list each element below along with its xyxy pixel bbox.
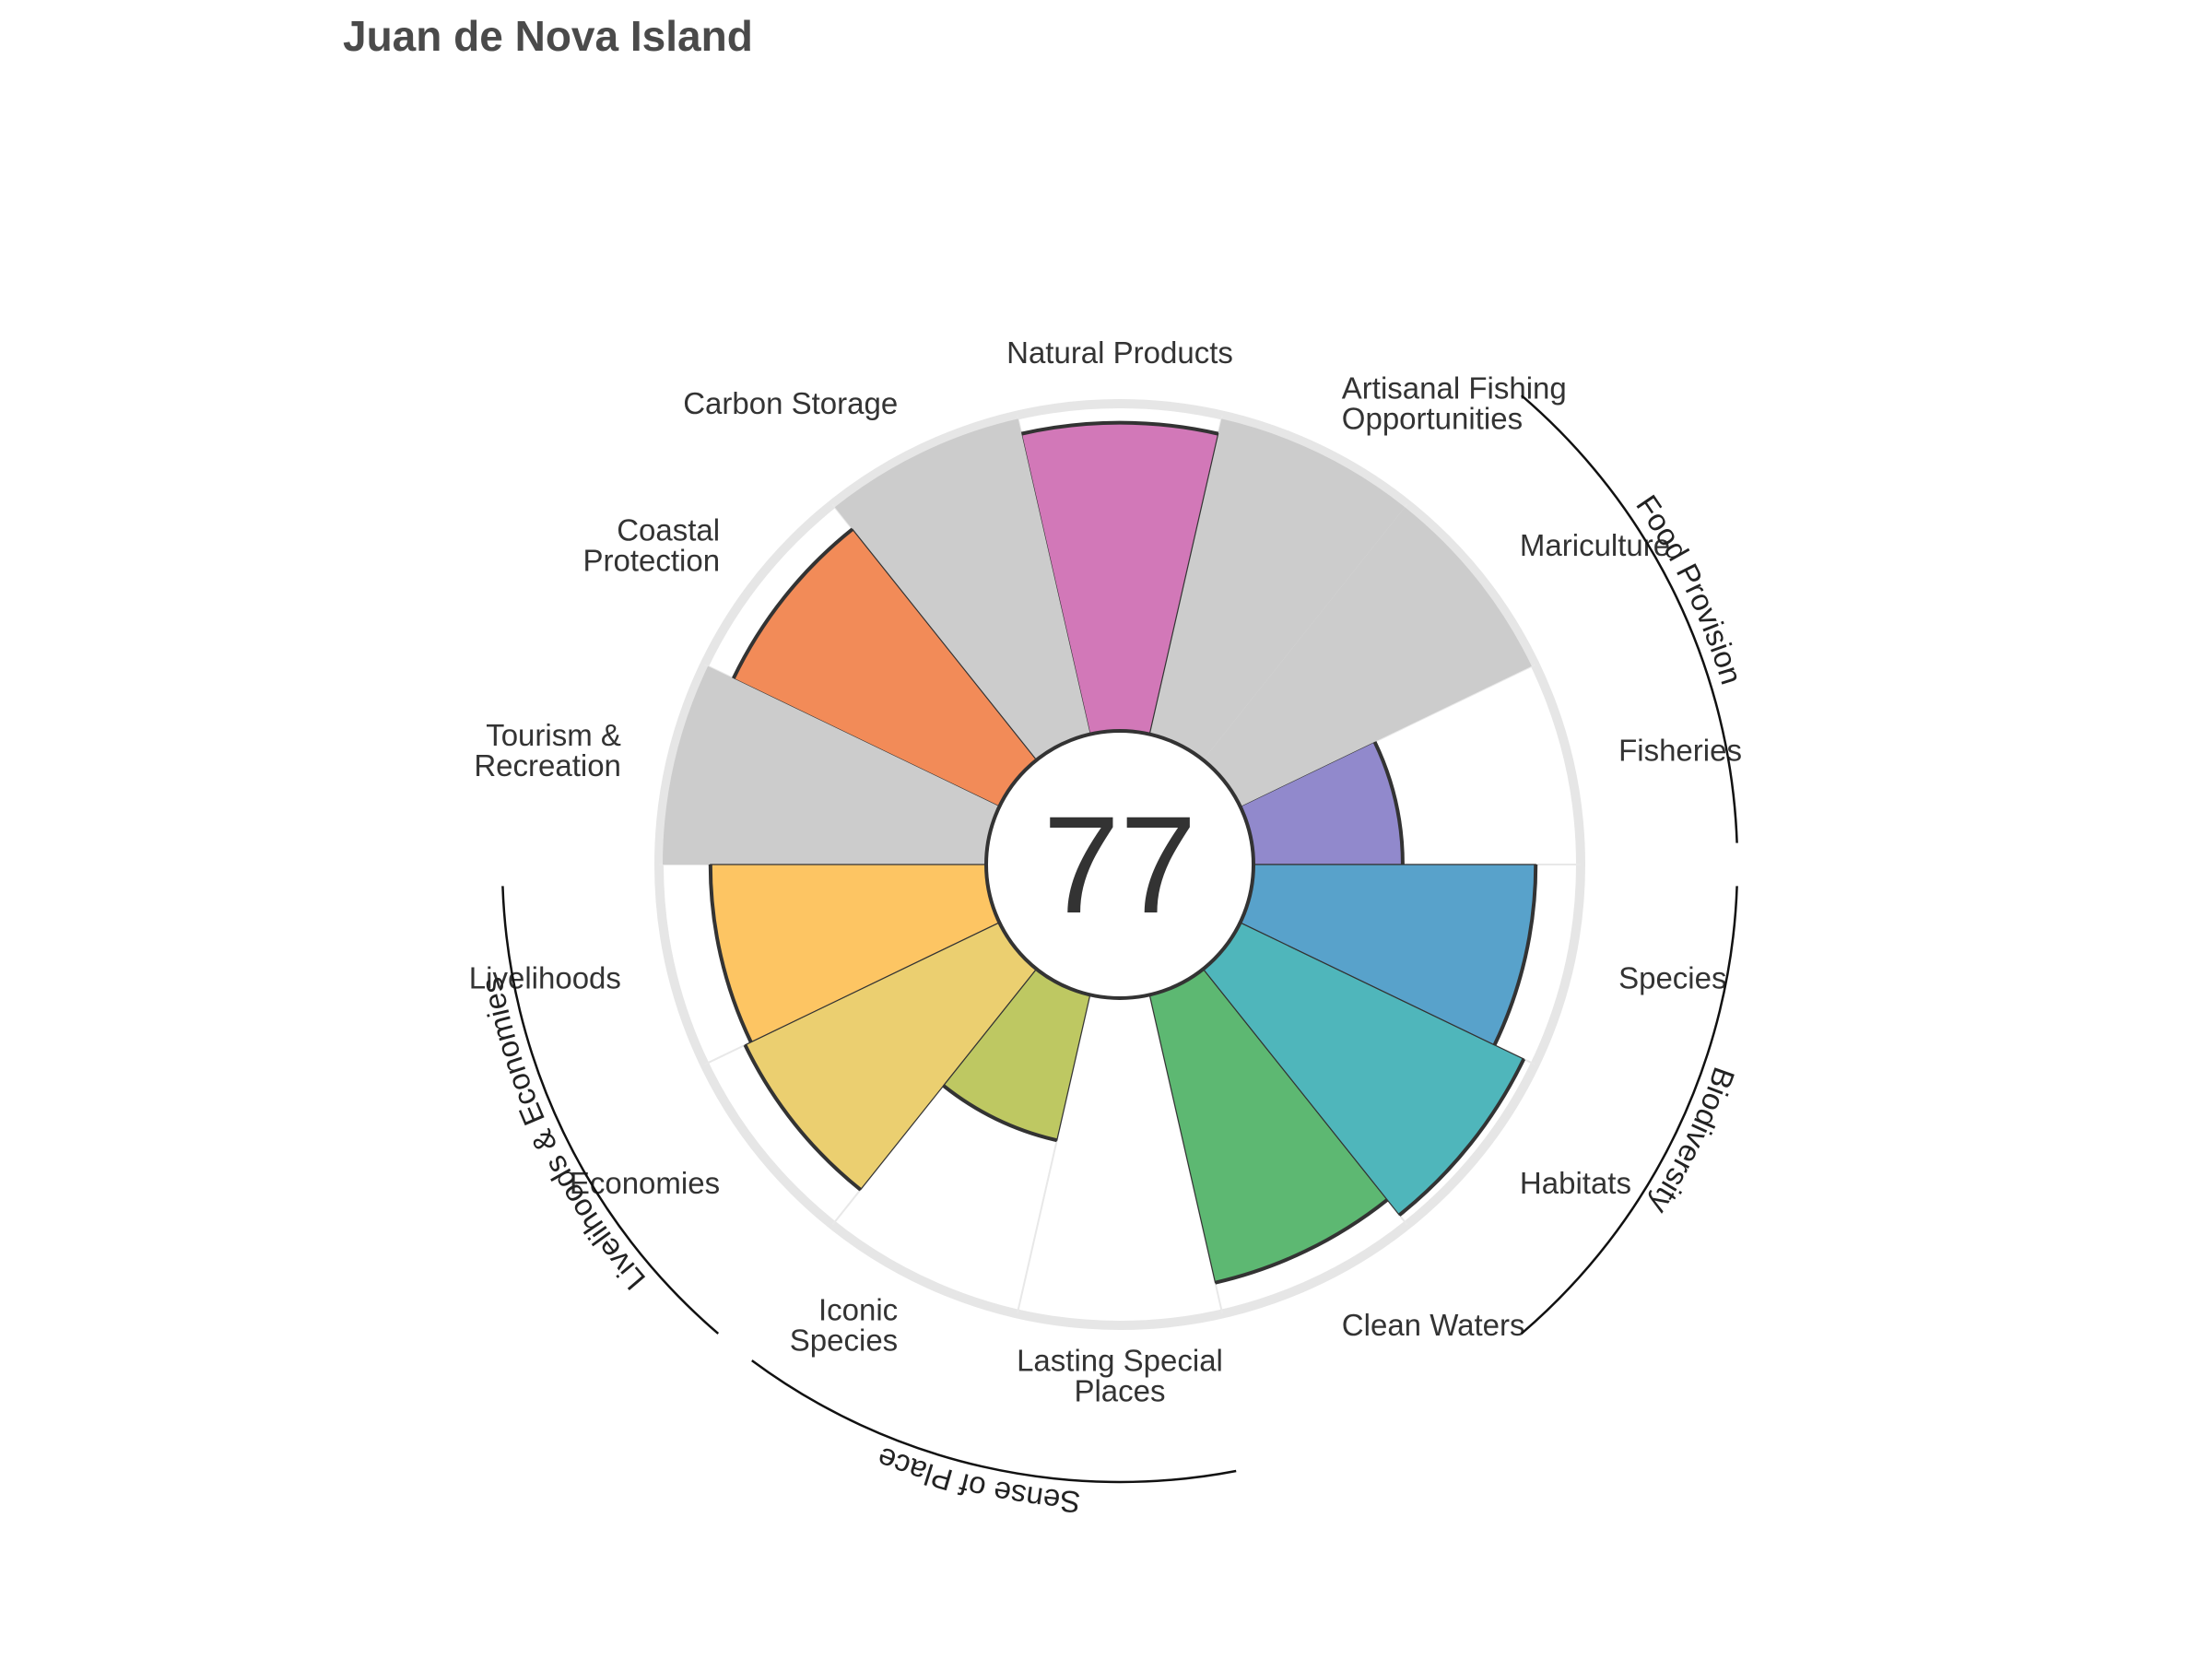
label-clean-waters: Clean Waters (1342, 1308, 1525, 1342)
label-line: Livelihoods (469, 960, 621, 994)
petal-edge-natural-products (1020, 420, 1219, 436)
label-livelihoods: Livelihoods (469, 960, 621, 994)
group-label-text: Food Provision (1630, 488, 1749, 688)
group-label-path (664, 1297, 1344, 1493)
label-line: Artisanal Fishing (1342, 371, 1567, 405)
group-label-food-provision: Food Provision (1630, 488, 1749, 688)
petal-edge-clean-waters (1215, 1198, 1389, 1285)
group-label-sense-of-place: Sense of Place (872, 1441, 1081, 1520)
label-line: Coastal (617, 512, 720, 547)
petal-mariculture (1203, 507, 1532, 807)
label-natural-products: Natural Products (1006, 335, 1233, 370)
label-line: Protection (582, 543, 720, 577)
chart-title: Juan de Nova Island (343, 12, 753, 60)
group-arc-food-provision (1520, 394, 1738, 843)
group-label-text: Biodiversity (1642, 1063, 1742, 1219)
label-fisheries: Fisheries (1618, 734, 1742, 768)
petal-tourism-and-recreation (663, 665, 1000, 865)
petal-edge-economies (743, 1043, 862, 1192)
label-line: Clean Waters (1342, 1308, 1525, 1342)
label-lasting-special-places: Lasting Special Places (1017, 1344, 1223, 1408)
label-artisanal-fishing-opportunities: Artisanal Fishing Opportunities (1342, 371, 1567, 435)
petal-edge-habitats (1398, 1058, 1526, 1217)
label-line: Iconic (818, 1293, 898, 1327)
label-line: Carbon Storage (683, 386, 898, 420)
label-line: Recreation (474, 748, 621, 782)
label-line: Habitats (1520, 1166, 1631, 1200)
label-iconic-species: Iconic Species (790, 1293, 898, 1358)
petal-edge-iconic-species (942, 1084, 1058, 1143)
petal-carbon-storage (834, 418, 1090, 760)
group-label-biodiversity: Biodiversity (1642, 1063, 1742, 1219)
petal-edge-livelihoods (708, 864, 753, 1043)
label-line: Tourism & (486, 718, 621, 752)
label-line: Mariculture (1520, 528, 1670, 562)
center-score: 77 (1043, 787, 1197, 942)
label-line: Opportunities (1342, 401, 1523, 435)
group-label-text: Sense of Place (872, 1441, 1081, 1520)
label-tourism-and-recreation: Tourism & Recreation (474, 718, 621, 782)
label-coastal-protection: Coastal Protection (582, 512, 720, 577)
petals-layer (654, 399, 1585, 1330)
group-label-text: Livelihoods & Economies (474, 975, 652, 1297)
label-mariculture: Mariculture (1520, 528, 1670, 562)
label-economies: Economies (570, 1166, 720, 1200)
group-label-livelihoods-and-economies: Livelihoods & Economies (474, 975, 652, 1297)
label-line: Species (790, 1324, 898, 1358)
petal-edge-fisheries (1372, 740, 1405, 865)
petal-artisanal-fishing-opportunities (1149, 418, 1406, 760)
label-line: Economies (570, 1166, 720, 1200)
label-line: Fisheries (1618, 734, 1742, 768)
label-species: Species (1618, 960, 1726, 994)
group-arc-biodiversity (1520, 886, 1738, 1335)
petal-edge-species (1492, 864, 1538, 1046)
label-line: Natural Products (1006, 335, 1233, 370)
group-arc-sense-of-place (751, 1359, 1237, 1484)
center-circle (984, 729, 1255, 1000)
petal-edge-coastal-protection (731, 527, 854, 679)
label-line: Places (1074, 1374, 1165, 1408)
label-line: Species (1618, 960, 1726, 994)
labels-layer: Fisheries Mariculture Artisanal Fishing Opp… (469, 335, 1742, 1408)
label-carbon-storage: Carbon Storage (683, 386, 898, 420)
label-habitats: Habitats (1520, 1166, 1631, 1200)
label-line: Lasting Special (1017, 1344, 1223, 1378)
group-arc-livelihoods-and-economies (501, 886, 720, 1335)
